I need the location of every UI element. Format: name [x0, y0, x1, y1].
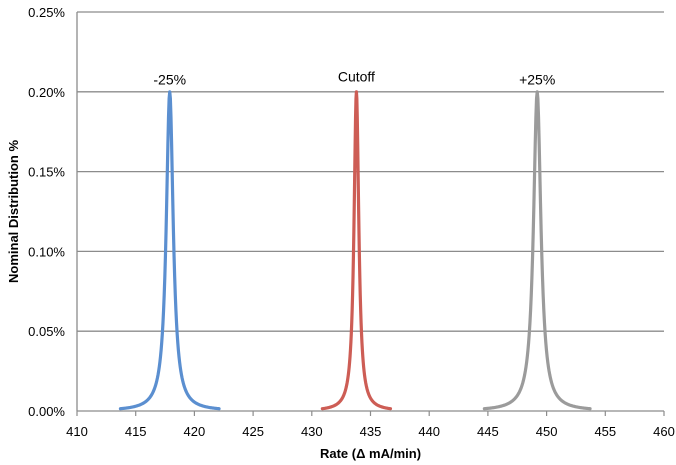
x-tick-marks: [76, 411, 665, 416]
annotations: -25% Cutoff +25%: [153, 68, 555, 87]
x-tick-labels: 410 415 420 425 430 435 440 445 450 455 460: [66, 424, 675, 439]
x-tick-label: 430: [301, 424, 323, 439]
x-tick-label: 445: [477, 424, 499, 439]
x-tick-label: 455: [594, 424, 616, 439]
y-tick-label: 0.15%: [28, 165, 65, 180]
x-tick-label: 450: [536, 424, 558, 439]
x-tick-label: 420: [184, 424, 206, 439]
y-tick-label: 0.00%: [28, 404, 65, 419]
x-tick-label: 415: [125, 424, 147, 439]
x-tick-label: 440: [418, 424, 440, 439]
annotation-label: +25%: [519, 72, 555, 88]
x-tick-label: 460: [653, 424, 675, 439]
y-axis-title: Nominal Distribution %: [6, 140, 21, 283]
annotation-label: Cutoff: [338, 68, 375, 84]
y-tick-label: 0.05%: [28, 324, 65, 339]
x-tick-label: 425: [242, 424, 264, 439]
series-line-1: [118, 90, 221, 411]
x-axis-title: Rate (Δ mA/min): [320, 446, 421, 461]
annotation-label: -25%: [153, 72, 186, 88]
x-tick-label: 410: [66, 424, 88, 439]
y-tick-label: 0.20%: [28, 85, 65, 100]
y-tick-labels: 0.00% 0.05% 0.10% 0.15% 0.20% 0.25%: [28, 5, 65, 419]
series-line-3: [482, 90, 592, 411]
y-tick-label: 0.10%: [28, 244, 65, 259]
series-lines: [118, 90, 592, 411]
x-tick-label: 435: [360, 424, 382, 439]
series-line-2: [320, 90, 393, 411]
y-tick-label: 0.25%: [28, 5, 65, 20]
